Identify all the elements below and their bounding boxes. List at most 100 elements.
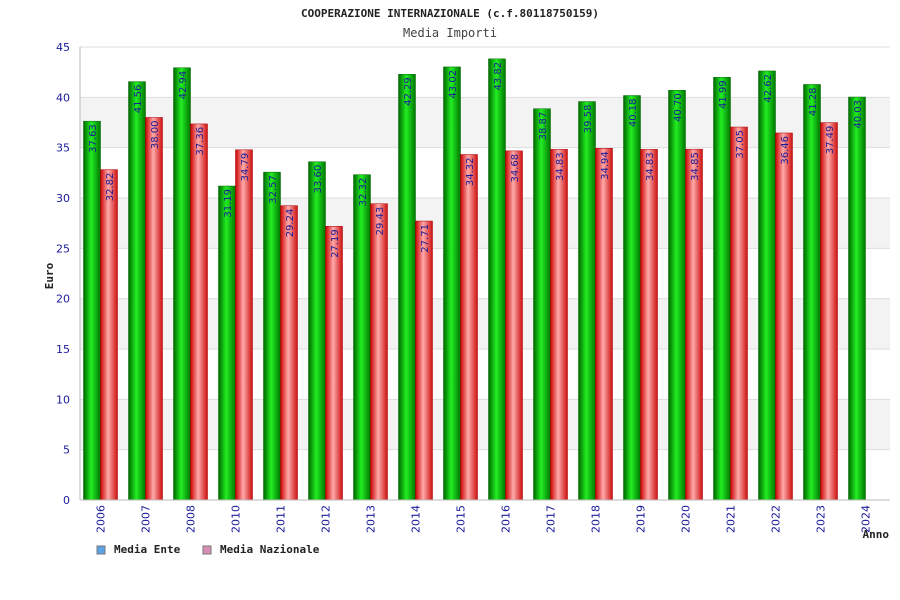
bar-media-nazionale-2018 bbox=[595, 148, 613, 501]
x-tick-label: 2011 bbox=[275, 505, 288, 533]
bar-media-ente-2022 bbox=[758, 70, 776, 501]
value-label: 40.70 bbox=[673, 93, 684, 122]
value-label: 34.83 bbox=[555, 152, 566, 181]
value-label: 33.60 bbox=[313, 165, 324, 194]
value-label: 32.82 bbox=[105, 173, 116, 202]
bar-media-nazionale-2006 bbox=[100, 169, 118, 501]
bar-media-nazionale-2008 bbox=[190, 123, 208, 501]
band bbox=[80, 298, 890, 349]
bar-media-nazionale-2021 bbox=[730, 126, 748, 501]
legend-swatch-media-nazionale bbox=[202, 545, 212, 555]
y-axis-label: Euro bbox=[43, 262, 56, 289]
band bbox=[80, 147, 890, 198]
y-tick-label: 40 bbox=[56, 91, 70, 104]
legend-label-media-nazionale: Media Nazionale bbox=[220, 543, 320, 556]
band bbox=[80, 248, 890, 299]
value-label: 42.94 bbox=[178, 71, 189, 100]
value-label: 34.85 bbox=[690, 152, 701, 181]
y-tick-labels: 0 5 10 15 20 25 30 35 40 45 bbox=[56, 41, 70, 507]
y-tick-label: 35 bbox=[56, 142, 70, 155]
band bbox=[80, 399, 890, 450]
value-label: 32.57 bbox=[268, 175, 279, 204]
value-label: 38.87 bbox=[538, 112, 549, 141]
x-tick-label: 2020 bbox=[680, 505, 693, 533]
value-label: 34.32 bbox=[465, 158, 476, 187]
bar-media-ente-2014 bbox=[398, 74, 416, 501]
y-tick-label: 5 bbox=[63, 444, 70, 457]
value-label: 38.00 bbox=[150, 120, 161, 149]
bars bbox=[83, 58, 866, 501]
x-tick-label: 2024 bbox=[860, 505, 873, 533]
value-label: 43.02 bbox=[448, 70, 459, 99]
bar-media-nazionale-2010 bbox=[235, 149, 253, 501]
value-labels: 37.63 32.82 41.56 38.00 42.94 37.36 31.19 34.79… bbox=[88, 62, 864, 258]
x-tick-label: 2010 bbox=[230, 505, 243, 533]
value-label: 32.32 bbox=[358, 178, 369, 207]
value-label: 36.46 bbox=[780, 136, 791, 165]
value-label: 27.71 bbox=[420, 224, 431, 253]
bar-media-nazionale-2022 bbox=[775, 132, 793, 501]
bar-media-nazionale-2023 bbox=[820, 122, 838, 501]
legend-swatch-media-ente bbox=[96, 545, 106, 555]
value-label: 34.68 bbox=[510, 154, 521, 183]
bar-media-nazionale-2012 bbox=[325, 226, 343, 501]
value-label: 37.05 bbox=[735, 130, 746, 159]
x-tick-label: 2017 bbox=[545, 505, 558, 533]
value-label: 29.24 bbox=[285, 209, 296, 238]
y-tick-label: 25 bbox=[56, 242, 70, 255]
band bbox=[80, 47, 890, 98]
bar-media-nazionale-2011 bbox=[280, 205, 298, 501]
bar-media-nazionale-2013 bbox=[370, 203, 388, 501]
band bbox=[80, 449, 890, 500]
x-tick-label: 2021 bbox=[725, 505, 738, 533]
value-label: 34.79 bbox=[240, 153, 251, 182]
value-label: 42.29 bbox=[403, 77, 414, 106]
x-tick-label: 2022 bbox=[770, 505, 783, 533]
bar-media-ente-2013 bbox=[353, 174, 371, 501]
chart-title: COOPERAZIONE INTERNAZIONALE (c.f.8011875… bbox=[301, 7, 599, 20]
bar-media-ente-2011 bbox=[263, 171, 281, 501]
bar-media-ente-2021 bbox=[713, 77, 731, 501]
x-tick-label: 2018 bbox=[590, 505, 603, 533]
bar-media-ente-2024 bbox=[848, 96, 866, 501]
bar-media-ente-2018 bbox=[578, 101, 596, 501]
y-tick-label: 30 bbox=[56, 192, 70, 205]
value-label: 41.99 bbox=[718, 80, 729, 109]
bar-media-nazionale-2007 bbox=[145, 117, 163, 501]
x-tick-label: 2019 bbox=[635, 505, 648, 533]
value-label: 42.62 bbox=[763, 74, 774, 103]
y-tick-label: 45 bbox=[56, 41, 70, 54]
legend-label-media-ente: Media Ente bbox=[114, 543, 181, 556]
x-axis-label: Anno bbox=[863, 528, 890, 541]
value-label: 27.19 bbox=[330, 229, 341, 258]
bar-media-ente-2016 bbox=[488, 58, 506, 501]
bar-media-ente-2017 bbox=[533, 108, 551, 501]
bar-media-nazionale-2020 bbox=[685, 148, 703, 501]
bar-media-ente-2019 bbox=[623, 95, 641, 501]
bar-media-ente-2012 bbox=[308, 161, 326, 501]
y-tick-label: 10 bbox=[56, 393, 70, 406]
value-label: 40.03 bbox=[853, 100, 864, 129]
bar-media-ente-2023 bbox=[803, 84, 821, 501]
bar-media-ente-2008 bbox=[173, 67, 191, 501]
x-tick-label: 2007 bbox=[140, 505, 153, 533]
value-label: 31.19 bbox=[223, 189, 234, 218]
y-tick-label: 0 bbox=[63, 494, 70, 507]
value-label: 29.43 bbox=[375, 207, 386, 236]
x-tick-label: 2006 bbox=[95, 505, 108, 533]
y-tick-label: 20 bbox=[56, 293, 70, 306]
bar-media-nazionale-2017 bbox=[550, 149, 568, 501]
value-label: 34.83 bbox=[645, 152, 656, 181]
x-tick-label: 2016 bbox=[500, 505, 513, 533]
value-label: 41.28 bbox=[808, 87, 819, 116]
x-tick-label: 2015 bbox=[455, 505, 468, 533]
x-tick-label: 2008 bbox=[185, 505, 198, 533]
x-tick-label: 2012 bbox=[320, 505, 333, 533]
bar-media-ente-2020 bbox=[668, 90, 686, 501]
value-label: 39.58 bbox=[583, 105, 594, 134]
value-label: 34.94 bbox=[600, 151, 611, 180]
value-label: 37.49 bbox=[825, 126, 836, 155]
bar-media-nazionale-2014 bbox=[415, 220, 433, 501]
bar-media-nazionale-2019 bbox=[640, 149, 658, 501]
